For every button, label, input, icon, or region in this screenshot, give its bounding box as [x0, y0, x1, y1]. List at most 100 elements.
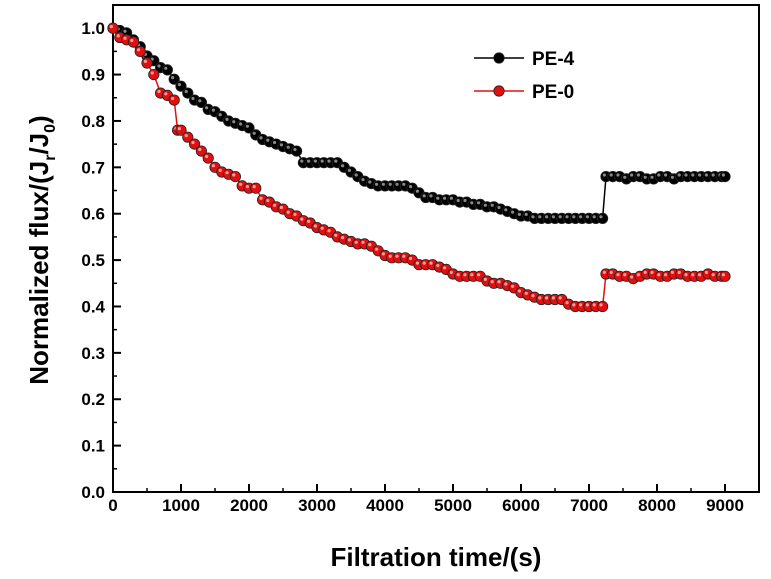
data-point-highlight — [205, 154, 209, 159]
data-point-highlight — [286, 210, 290, 214]
data-point-highlight — [623, 175, 627, 179]
data-point-highlight — [517, 289, 522, 293]
data-point-highlight — [429, 261, 433, 265]
data-point — [127, 36, 139, 48]
data-point-highlight — [313, 159, 317, 163]
data-point-highlight — [565, 301, 569, 305]
data-point-highlight — [449, 196, 453, 200]
legend-label: PE-0 — [532, 82, 574, 103]
x-tick-label: 5000 — [434, 496, 472, 515]
data-point-highlight — [650, 175, 654, 179]
data-point-highlight — [704, 173, 709, 177]
data-point-highlight — [232, 173, 236, 177]
data-point-highlight — [375, 247, 379, 251]
data-point-highlight — [137, 48, 141, 52]
data-point-highlight — [602, 173, 607, 177]
data-point-highlight — [368, 180, 372, 184]
data-point — [168, 94, 180, 106]
data-point-highlight — [218, 113, 222, 117]
data-point-highlight — [347, 168, 351, 172]
data-point-highlight — [684, 273, 688, 277]
data-point-highlight — [650, 270, 654, 274]
data-point — [202, 152, 214, 164]
data-point-highlight — [704, 270, 709, 274]
data-point-highlight — [636, 173, 641, 177]
data-point-highlight — [721, 173, 726, 177]
data-point-highlight — [483, 277, 487, 281]
data-point-highlight — [711, 173, 715, 177]
data-point — [719, 171, 731, 183]
data-point-highlight — [449, 270, 453, 274]
data-point-highlight — [409, 185, 413, 189]
data-point — [596, 212, 609, 224]
data-point-highlight — [630, 275, 634, 279]
data-point-highlight — [643, 175, 647, 179]
data-point-highlight — [239, 122, 243, 126]
data-point-highlight — [510, 284, 515, 288]
data-point-highlight — [354, 240, 358, 244]
data-point-highlight — [579, 215, 583, 219]
data-point-highlight — [490, 203, 494, 207]
data-point-highlight — [538, 215, 542, 219]
data-point-highlight — [551, 296, 556, 300]
data-point-highlight — [643, 270, 647, 274]
data-point-highlight — [415, 189, 419, 193]
data-point-highlight — [565, 215, 569, 219]
data-point — [148, 69, 160, 81]
data-point-highlight — [664, 273, 668, 277]
data-point-highlight — [300, 217, 304, 221]
x-tick-label: 3000 — [298, 496, 336, 515]
data-point-highlight — [388, 182, 392, 186]
data-point-highlight — [415, 261, 419, 265]
axis-ticks: 0 1000 2000 3000 4000 5000 6000 7000 8000 9000 0.0… — [81, 19, 744, 515]
data-point-highlight — [691, 273, 695, 277]
data-point-highlight — [157, 89, 161, 94]
data-point-highlight — [558, 215, 562, 219]
data-point-highlight — [572, 303, 576, 307]
data-point-highlight — [116, 34, 120, 38]
data-point — [141, 57, 153, 69]
data-point-highlight — [490, 280, 494, 284]
data-point-highlight — [422, 194, 426, 198]
data-point-highlight — [698, 173, 702, 177]
data-point-highlight — [599, 215, 603, 219]
legend-marker — [493, 85, 505, 97]
data-point-highlight — [531, 215, 535, 219]
data-point-highlight — [657, 173, 661, 177]
data-point-highlight — [524, 212, 528, 216]
data-point-highlight — [443, 266, 447, 270]
y-tick-label: 0.7 — [81, 158, 105, 177]
data-point-highlight — [497, 280, 501, 284]
data-point-highlight — [677, 173, 681, 177]
data-point-highlight — [266, 138, 270, 142]
data-point-highlight — [698, 273, 702, 277]
data-point-highlight — [592, 215, 596, 219]
data-point-highlight — [504, 208, 508, 212]
y-tick-label: 0.1 — [81, 437, 105, 456]
data-point-highlight — [327, 229, 331, 233]
data-point-highlight — [171, 76, 175, 80]
y-tick-label: 0.3 — [81, 344, 105, 363]
y-axis-title-sub-0: 0 — [42, 124, 59, 133]
x-tick-label: 7000 — [570, 496, 608, 515]
data-point-highlight — [225, 117, 229, 121]
data-point-highlight — [670, 270, 675, 274]
data-point-highlight — [585, 215, 590, 219]
data-point-highlight — [198, 99, 202, 103]
data-point-highlight — [259, 136, 263, 140]
data-point-highlight — [293, 147, 297, 152]
series-pe-0 — [107, 22, 731, 313]
data-point-highlight — [361, 178, 365, 182]
data-point-highlight — [402, 182, 406, 186]
data-point-highlight — [211, 108, 215, 112]
data-point-highlight — [218, 168, 222, 172]
data-point-highlight — [381, 182, 385, 186]
data-point-highlight — [293, 212, 297, 216]
data-point-highlight — [483, 203, 487, 207]
data-point-highlight — [436, 263, 440, 268]
data-point-highlight — [225, 171, 229, 175]
data-point-highlight — [592, 303, 596, 307]
data-point-highlight — [245, 124, 249, 128]
data-point-highlight — [657, 273, 661, 277]
